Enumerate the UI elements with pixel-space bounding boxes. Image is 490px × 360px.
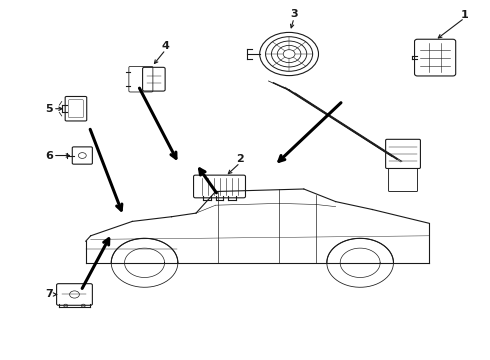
Text: 6: 6 bbox=[45, 150, 53, 161]
Text: 4: 4 bbox=[162, 41, 170, 51]
Text: 3: 3 bbox=[290, 9, 298, 19]
Text: 2: 2 bbox=[236, 154, 244, 164]
Text: 7: 7 bbox=[45, 289, 53, 300]
Text: 1: 1 bbox=[461, 10, 468, 20]
Text: 5: 5 bbox=[45, 104, 53, 114]
